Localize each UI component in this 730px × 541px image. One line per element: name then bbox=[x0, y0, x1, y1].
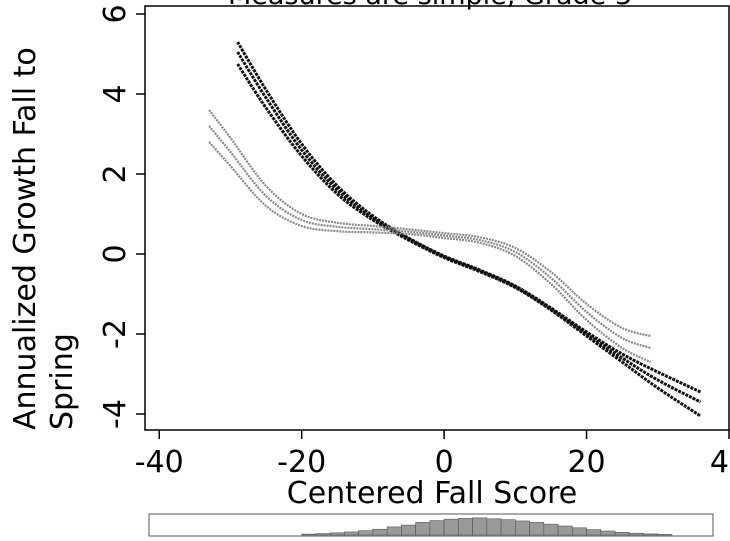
histogram-bar bbox=[301, 533, 317, 536]
x-tick-label: -20 bbox=[277, 445, 326, 480]
histogram-frame bbox=[148, 513, 714, 537]
histogram-bar bbox=[543, 523, 559, 536]
x-tick-label: 0 bbox=[435, 445, 454, 480]
histogram-bar bbox=[458, 518, 473, 536]
x-tick-label: 20 bbox=[567, 445, 605, 480]
histogram-bar bbox=[515, 520, 530, 536]
histogram-bar bbox=[472, 517, 488, 536]
histogram-bar bbox=[529, 522, 545, 536]
y-axis: -4 -2 0 2 4 6 bbox=[98, 4, 145, 429]
y-tick-label: 2 bbox=[98, 164, 133, 183]
y-tick-label: 0 bbox=[98, 244, 133, 263]
y-tick-label: 6 bbox=[98, 4, 133, 23]
histogram-bar bbox=[586, 529, 602, 536]
histogram-bar bbox=[657, 534, 673, 536]
histogram-bar bbox=[358, 530, 374, 536]
histogram-bar bbox=[628, 532, 644, 536]
x-axis-title: Centered Fall Score bbox=[287, 476, 577, 511]
histogram-bar bbox=[600, 530, 616, 536]
y-axis-title-line1: Annualized Growth Fall to bbox=[8, 47, 43, 430]
black-curve-group bbox=[236, 41, 702, 418]
x-axis: -40 -20 0 20 40 bbox=[135, 430, 730, 480]
black-curve-3 bbox=[236, 63, 702, 418]
histogram-bar bbox=[401, 524, 416, 536]
y-tick-label: -4 bbox=[98, 399, 133, 429]
histogram-bar bbox=[372, 528, 388, 536]
histogram-bar bbox=[429, 520, 445, 536]
histogram bbox=[301, 517, 673, 536]
x-tick-label: -40 bbox=[135, 445, 184, 480]
histogram-bar bbox=[486, 518, 502, 536]
histogram-bar bbox=[500, 519, 516, 536]
black-curve-1 bbox=[236, 41, 702, 394]
histogram-bar bbox=[557, 525, 573, 536]
x-tick-label: 40 bbox=[710, 445, 730, 480]
gray-curve-2 bbox=[208, 125, 652, 350]
y-axis-title-line2: Spring bbox=[45, 333, 80, 430]
histogram-bar bbox=[344, 531, 359, 536]
histogram-bar bbox=[572, 527, 587, 536]
plot-frame bbox=[144, 5, 730, 431]
histogram-bar bbox=[315, 533, 331, 536]
y-tick-label: 4 bbox=[98, 84, 133, 103]
histogram-bar bbox=[386, 526, 402, 536]
y-tick-label: -2 bbox=[98, 319, 133, 349]
black-curve-2 bbox=[236, 51, 702, 404]
gray-curve-3 bbox=[208, 141, 652, 363]
gray-curve-group bbox=[208, 109, 652, 363]
histogram-bar bbox=[443, 518, 459, 536]
histogram-bar bbox=[614, 531, 630, 536]
histogram-bar bbox=[329, 532, 345, 536]
histogram-bar bbox=[643, 533, 659, 536]
histogram-bar bbox=[415, 522, 431, 536]
gray-curve-1 bbox=[208, 109, 651, 338]
